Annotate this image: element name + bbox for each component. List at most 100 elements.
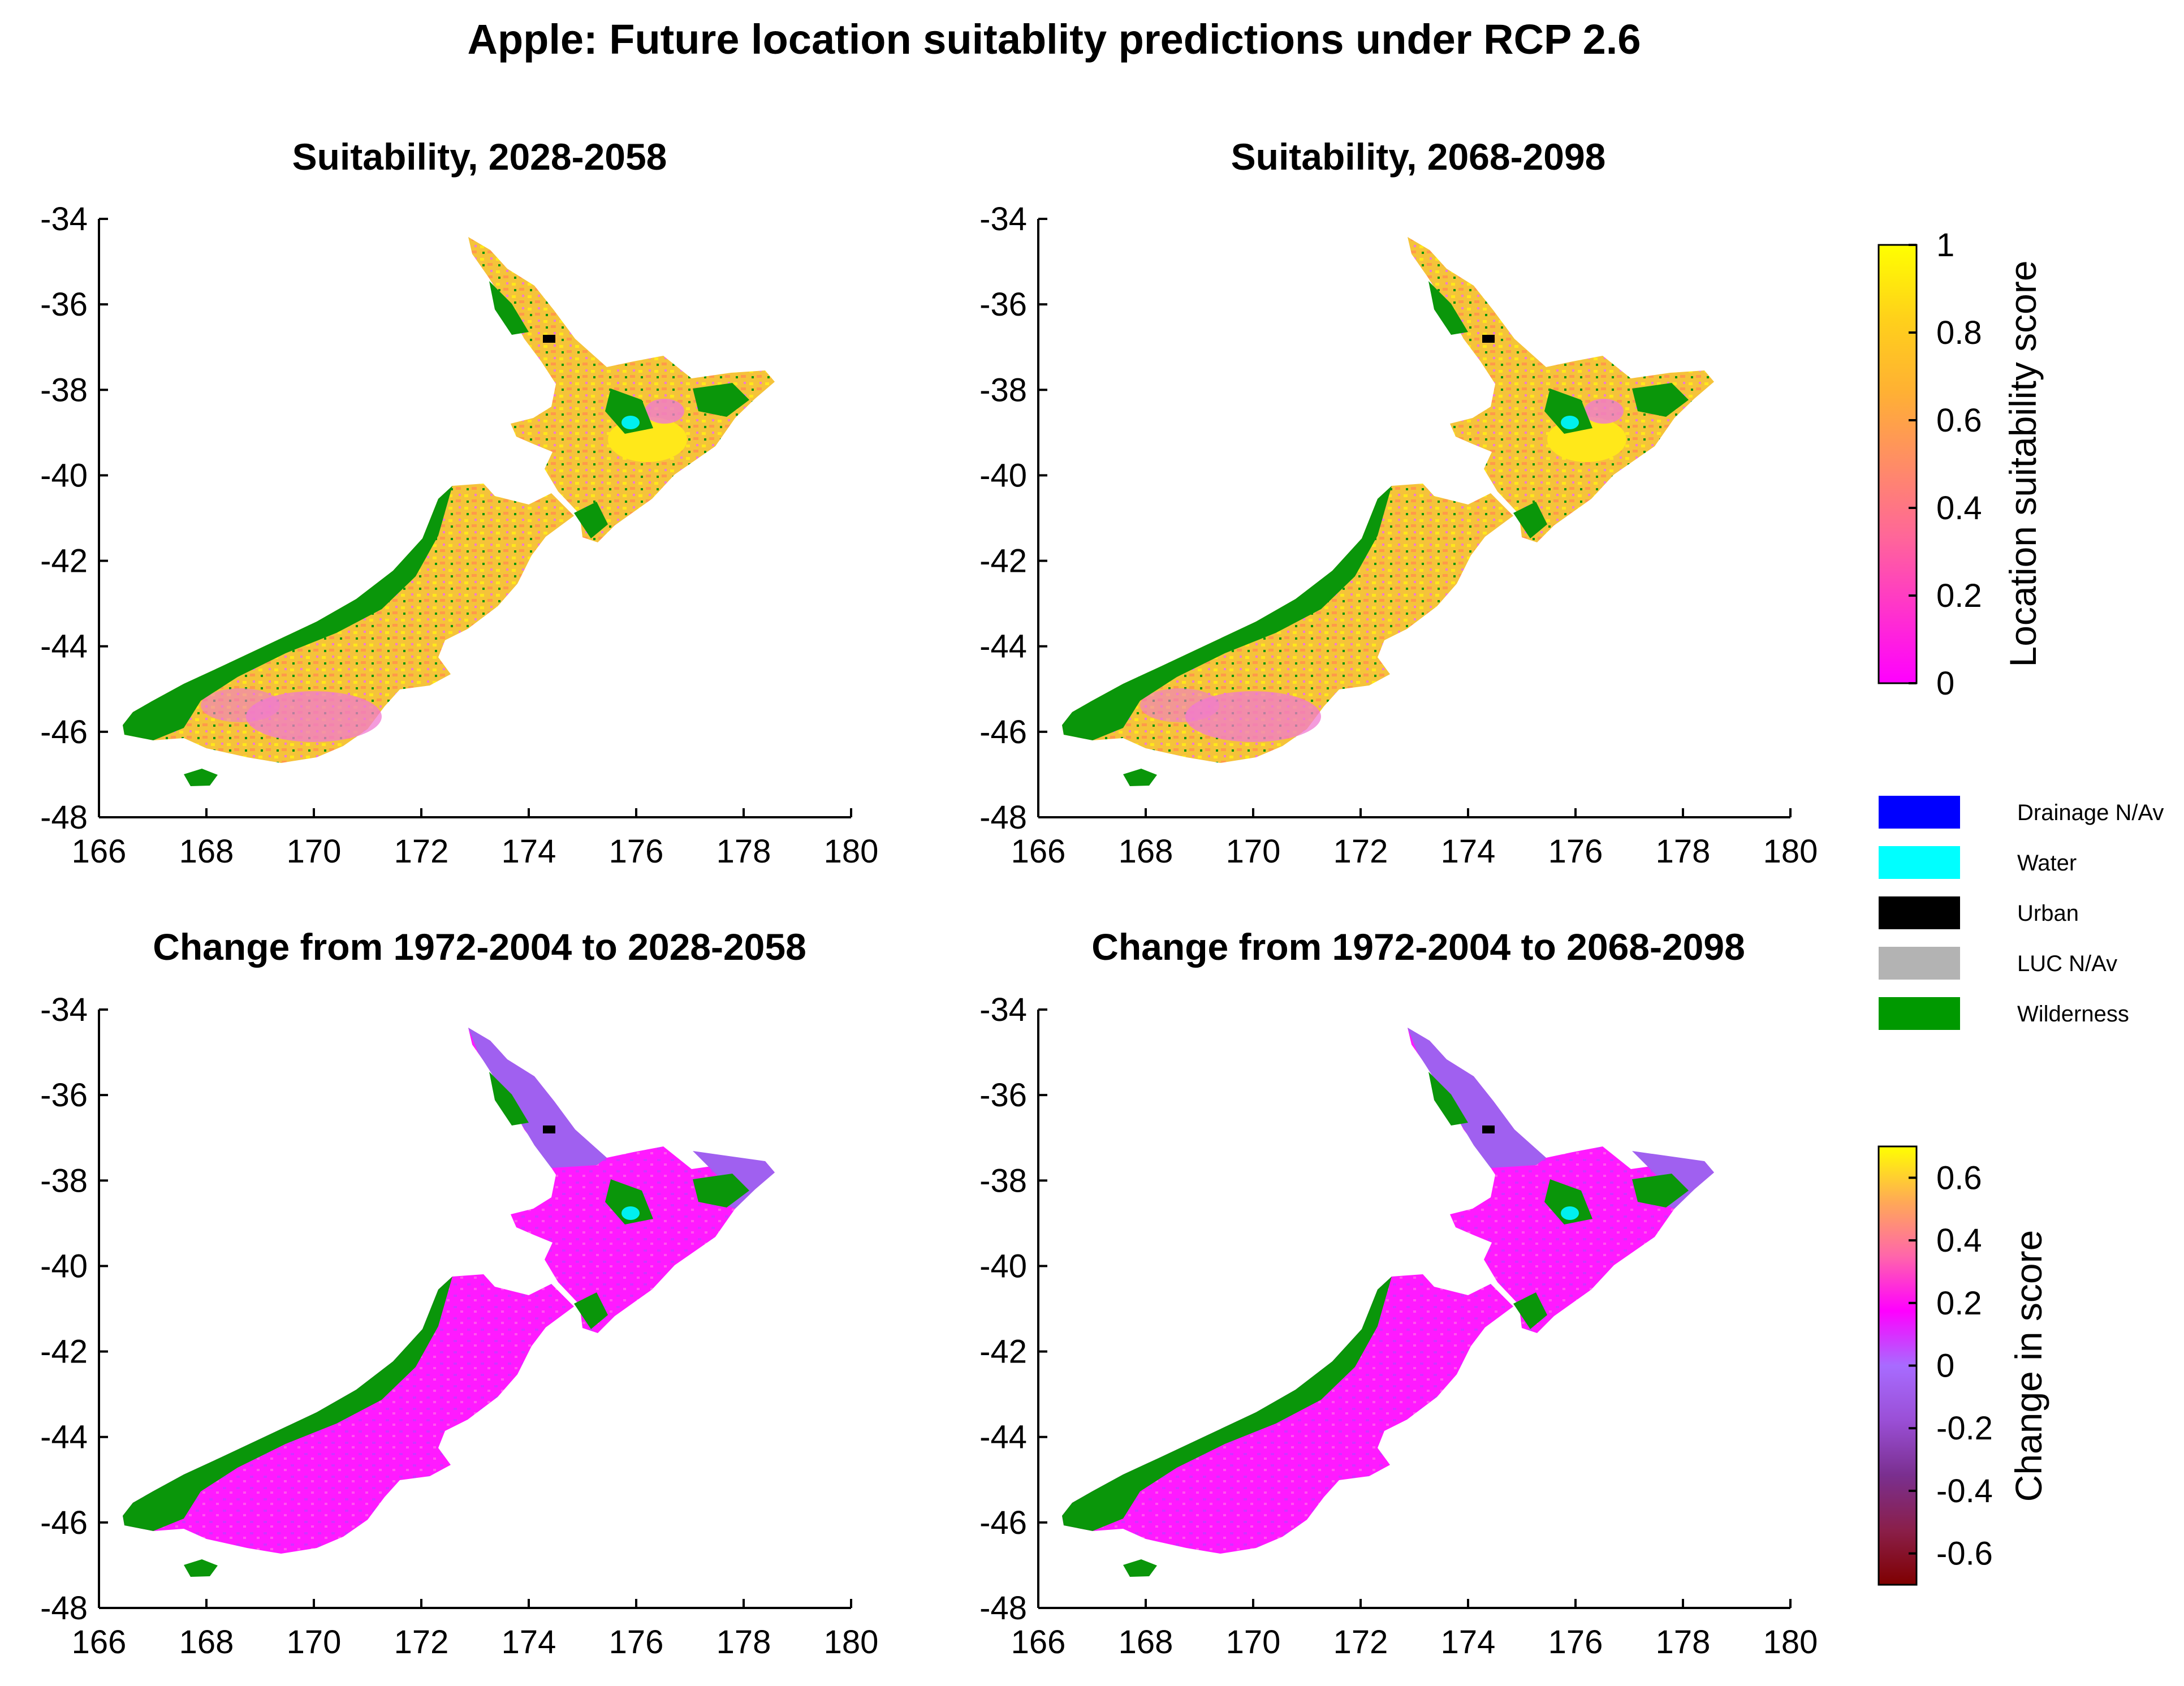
- wilderness-area: [574, 502, 608, 538]
- north-island-area: [1408, 237, 1714, 542]
- colorbar-suitability: 1 0.8 0.6 0.4 0.2 0 Location suitability scor…: [1877, 227, 2044, 702]
- wilderness-area: [605, 389, 653, 434]
- colorbar-tick-label: 0.6: [1936, 402, 1982, 439]
- legend-item: Urban: [1879, 896, 2079, 929]
- x-tick-label: 168: [1119, 833, 1173, 870]
- y-tick-label: -34: [40, 201, 88, 238]
- low-suitability-region: [201, 688, 280, 722]
- colorbar-tick-label: 0: [1936, 1348, 1954, 1385]
- wilderness-area: [489, 1072, 529, 1126]
- stewart-island-area: [1123, 1559, 1157, 1577]
- map-panel-3: Change from 1972-2004 to 2028-2058 -34 -36…: [40, 926, 878, 1661]
- x-tick-label: 180: [824, 1624, 879, 1661]
- legend-item: LUC N/Av: [1879, 947, 2117, 980]
- y-tick-label: -34: [40, 991, 88, 1028]
- colorbar-suitability-ticks: 1 0.8 0.6 0.4 0.2 0: [1909, 227, 1982, 702]
- x-tick-label: 176: [609, 1624, 664, 1661]
- y-tick-label: -42: [979, 1334, 1027, 1370]
- northland-change-area: [468, 1028, 607, 1168]
- x-tick-label: 168: [1119, 1624, 1173, 1661]
- y-tick-label: -48: [979, 1590, 1027, 1627]
- lake-taupo: [1561, 416, 1579, 429]
- y-tick-label: -40: [979, 457, 1027, 494]
- stewart-island-area: [1123, 769, 1157, 786]
- panel-title: Change from 1972-2004 to 2068-2098: [1091, 926, 1745, 968]
- lake-taupo: [621, 1206, 640, 1220]
- x-tick-label: 180: [1763, 1624, 1818, 1661]
- x-tick-label: 168: [179, 1624, 234, 1661]
- y-tick-label: -38: [979, 372, 1027, 408]
- x-tick-label: 166: [1011, 833, 1066, 870]
- x-tick-label: 174: [1441, 1624, 1496, 1661]
- y-tick-label: -34: [979, 201, 1027, 238]
- colorbar-tick-label: -0.2: [1936, 1410, 1993, 1447]
- wilderness-area: [605, 1179, 653, 1224]
- y-tick-label: -40: [40, 1248, 88, 1284]
- legend-item: Wilderness: [1879, 997, 2129, 1030]
- legend-swatch: [1879, 846, 1960, 879]
- x-tick-label: 170: [287, 1624, 342, 1661]
- map-panel-1: Suitability, 2028-2058 -34 -36 -38 -40 -42 -44…: [40, 136, 878, 870]
- low-suitability-region: [1185, 691, 1321, 742]
- legend-item: Water: [1879, 846, 2077, 879]
- map-panels: Suitability, 2028-2058 -34 -36 -38 -40 -42 -44…: [40, 136, 1818, 1661]
- y-tick-label: -36: [40, 1077, 88, 1114]
- panel-title: Suitability, 2068-2098: [1231, 136, 1606, 178]
- lake-taupo: [621, 416, 640, 429]
- colorbar-tick-label: 0.2: [1936, 1285, 1982, 1322]
- nz-map: [1062, 1028, 1714, 1577]
- x-tick-label: 174: [502, 833, 556, 870]
- y-tick-label: -44: [979, 628, 1027, 665]
- legend-swatch: [1879, 896, 1960, 929]
- x-tick-label: 170: [1226, 1624, 1281, 1661]
- nz-map: [123, 1028, 775, 1577]
- y-tick-label: -46: [979, 1504, 1027, 1541]
- low-suitability-region: [645, 399, 684, 424]
- colorbar-tick-label: 1: [1936, 227, 1954, 264]
- y-tick-label: -42: [40, 1334, 88, 1370]
- y-tick-label: -38: [40, 372, 88, 408]
- wilderness-area: [1428, 1072, 1468, 1126]
- x-tick-label: 166: [1011, 1624, 1066, 1661]
- colorbar-suitability-gradient: [1879, 245, 1917, 683]
- low-suitability-region: [1584, 399, 1624, 424]
- x-tick-label: 180: [1763, 833, 1818, 870]
- x-tick-label: 174: [1441, 833, 1496, 870]
- legend-swatch: [1879, 796, 1960, 829]
- y-tick-label: -36: [979, 286, 1027, 323]
- stewart-island-area: [184, 1559, 218, 1577]
- colorbar-change: 0.6 0.4 0.2 0 -0.2 -0.4 -0.6 Change in score: [1877, 1145, 2049, 1586]
- colorbar-tick-label: 0.6: [1936, 1159, 1982, 1196]
- low-suitability-region: [1140, 688, 1219, 722]
- wilderness-area: [1632, 383, 1689, 417]
- y-tick-label: -42: [979, 543, 1027, 580]
- panel-title: Suitability, 2028-2058: [292, 136, 667, 178]
- category-legend: Drainage N/Av Water Urban LUC N/Av Wildernes…: [1879, 796, 2164, 1030]
- colorbar-tick-label: -0.4: [1936, 1473, 1993, 1510]
- x-tick-label: 168: [179, 833, 234, 870]
- y-tick-label: -36: [979, 1077, 1027, 1114]
- wilderness-area: [1544, 389, 1592, 434]
- y-tick-label: -44: [979, 1419, 1027, 1456]
- wilderness-area: [574, 1292, 608, 1329]
- legend-swatch: [1879, 947, 1960, 980]
- x-tick-label: 172: [394, 833, 449, 870]
- legend-label: Urban: [2017, 901, 2079, 926]
- wilderness-area: [123, 1277, 452, 1531]
- y-tick-label: -48: [979, 799, 1027, 836]
- x-tick-label: 178: [717, 833, 771, 870]
- north-island-area: [468, 237, 775, 542]
- x-tick-label: 178: [717, 1624, 771, 1661]
- y-tick-label: -44: [40, 1419, 88, 1456]
- wilderness-area: [123, 486, 452, 740]
- wilderness-area: [693, 383, 749, 417]
- urban-area-auckland: [543, 1126, 555, 1133]
- colorbar-tick-label: 0.4: [1936, 490, 1982, 527]
- x-tick-label: 178: [1656, 833, 1711, 870]
- wilderness-area: [489, 281, 529, 335]
- colorbar-tick-label: 0.2: [1936, 577, 1982, 614]
- map-panel-2: Suitability, 2068-2098 -34 -36 -38 -40 -42 -44…: [979, 136, 1818, 870]
- legend-swatch: [1879, 997, 1960, 1030]
- wilderness-area: [1632, 1174, 1689, 1208]
